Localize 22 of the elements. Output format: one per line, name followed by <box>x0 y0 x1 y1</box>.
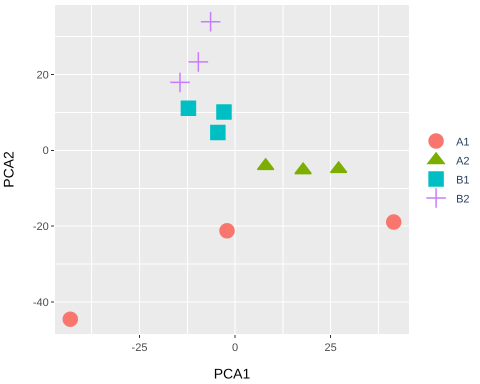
point <box>386 214 402 230</box>
point <box>62 311 78 327</box>
y-axis-title: PCA2 <box>0 151 16 188</box>
point <box>216 104 232 120</box>
point <box>169 72 191 93</box>
x-tick-label: 0 <box>232 342 238 354</box>
x-axis-title: PCA1 <box>214 366 250 382</box>
x-tick-label: 25 <box>324 342 337 354</box>
legend-label: A2 <box>456 155 470 168</box>
legend-label: B1 <box>456 174 470 186</box>
y-tick-label: -40 <box>32 296 49 309</box>
point <box>180 100 196 116</box>
point <box>200 11 222 32</box>
legend-label: A1 <box>456 136 470 148</box>
x-tick-label: -25 <box>132 342 148 354</box>
point <box>210 124 226 140</box>
legend-label: B2 <box>456 193 470 206</box>
y-tick-label: 20 <box>36 69 49 82</box>
point <box>188 51 209 72</box>
point <box>219 223 235 239</box>
y-tick-label: 0 <box>42 145 49 158</box>
y-tick-label: -20 <box>32 221 49 234</box>
